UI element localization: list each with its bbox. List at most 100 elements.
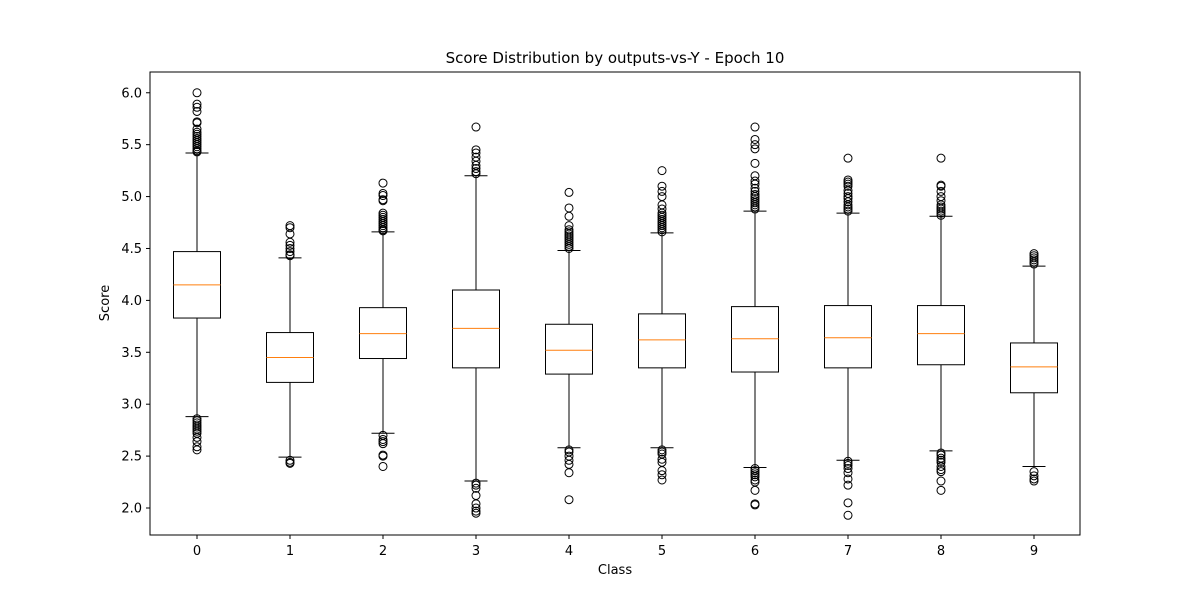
outlier-point xyxy=(750,186,760,196)
box-group-class-5 xyxy=(638,166,686,485)
outlier-point xyxy=(657,223,667,233)
box-group-class-7 xyxy=(824,153,872,520)
outlier-point xyxy=(378,437,388,447)
outlier-point xyxy=(471,499,481,509)
outlier-point xyxy=(750,134,760,144)
outlier-point xyxy=(471,483,481,493)
outlier-point xyxy=(1029,253,1039,263)
outlier-point xyxy=(750,468,760,478)
iqr-box xyxy=(917,305,965,366)
outlier-point xyxy=(843,468,853,478)
outlier-point xyxy=(750,204,760,214)
outlier-point xyxy=(378,188,388,198)
outlier-point xyxy=(378,221,388,231)
box-group-class-8 xyxy=(917,153,965,495)
outlier-point xyxy=(750,470,760,480)
outlier-point xyxy=(285,240,295,250)
outlier-point xyxy=(285,237,295,247)
outlier-point xyxy=(378,226,388,236)
outlier-point xyxy=(471,167,481,177)
x-axis-title: Class xyxy=(598,563,632,578)
outlier-point xyxy=(1029,476,1039,486)
outlier-point xyxy=(471,145,481,155)
outlier-point xyxy=(843,200,853,210)
outlier-point xyxy=(843,197,853,207)
outlier-point xyxy=(657,475,667,485)
outlier-point xyxy=(285,247,295,257)
x-tick-label: 2 xyxy=(379,544,387,559)
x-tick-label: 7 xyxy=(844,544,852,559)
outlier-point xyxy=(657,225,667,235)
iqr-box xyxy=(545,323,593,375)
outlier-point xyxy=(750,144,760,154)
outlier-point xyxy=(936,461,946,471)
box-group-class-1 xyxy=(266,221,314,468)
outlier-point xyxy=(192,442,202,452)
outlier-point xyxy=(192,422,202,432)
outlier-point xyxy=(192,142,202,152)
outlier-point xyxy=(936,457,946,467)
x-tick-label: 3 xyxy=(472,544,480,559)
box-group-class-2 xyxy=(359,178,407,471)
outlier-point xyxy=(936,206,946,216)
outlier-point xyxy=(192,102,202,112)
outlier-point xyxy=(192,124,202,134)
y-tick-label: 2.0 xyxy=(121,502,142,517)
outlier-point xyxy=(657,470,667,480)
x-tick-label: 8 xyxy=(937,544,945,559)
outlier-point xyxy=(657,466,667,476)
outlier-point xyxy=(936,450,946,460)
outlier-point xyxy=(471,508,481,518)
outlier-point xyxy=(657,227,667,237)
outlier-point xyxy=(285,223,295,233)
outlier-point xyxy=(750,158,760,168)
outlier-point xyxy=(843,464,853,474)
outlier-point xyxy=(843,204,853,214)
outlier-point xyxy=(750,179,760,189)
x-tick-label: 1 xyxy=(286,544,294,559)
outlier-point xyxy=(657,454,667,464)
y-tick-label: 5.0 xyxy=(121,190,142,205)
iqr-box xyxy=(824,305,872,369)
outlier-point xyxy=(843,460,853,470)
outlier-point xyxy=(750,202,760,212)
outlier-point xyxy=(471,156,481,166)
iqr-box xyxy=(359,307,407,360)
outlier-point xyxy=(936,485,946,495)
outlier-point xyxy=(750,472,760,482)
outlier-point xyxy=(378,434,388,444)
outlier-point xyxy=(378,178,388,188)
outlier-point xyxy=(192,140,202,150)
outlier-point xyxy=(378,439,388,449)
outlier-point xyxy=(1029,474,1039,484)
outlier-point xyxy=(192,445,202,455)
x-tick-label: 6 xyxy=(751,544,759,559)
y-tick-label: 3.0 xyxy=(121,398,142,413)
outlier-point xyxy=(378,196,388,206)
outlier-point xyxy=(843,480,853,490)
outlier-point xyxy=(750,500,760,510)
y-tick-label: 3.5 xyxy=(121,346,142,361)
outlier-point xyxy=(564,468,574,478)
x-tick-label: 5 xyxy=(658,544,666,559)
outlier-point xyxy=(192,144,202,154)
outlier-point xyxy=(471,478,481,488)
outlier-point xyxy=(936,181,946,191)
outlier-point xyxy=(657,447,667,457)
iqr-box xyxy=(1010,342,1058,394)
y-tick-label: 4.0 xyxy=(121,294,142,309)
outlier-point xyxy=(657,166,667,176)
outlier-point xyxy=(750,475,760,485)
iqr-box xyxy=(452,289,500,369)
outlier-point xyxy=(192,426,202,436)
iqr-box xyxy=(638,313,686,369)
outlier-point xyxy=(936,204,946,214)
outlier-point xyxy=(750,176,760,186)
outlier-point xyxy=(843,202,853,212)
box-group-class-0 xyxy=(173,88,221,455)
outlier-point xyxy=(564,243,574,253)
outlier-point xyxy=(285,458,295,468)
outlier-point xyxy=(564,495,574,505)
outlier-point xyxy=(843,498,853,508)
